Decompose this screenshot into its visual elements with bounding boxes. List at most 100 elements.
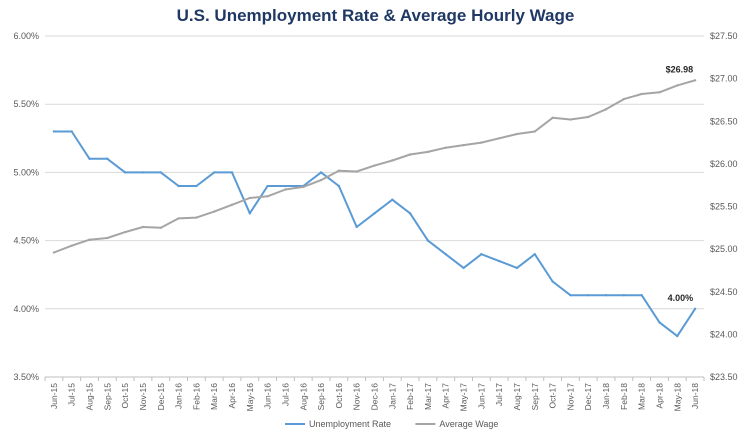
- data-point-average-wage: [426, 150, 430, 154]
- data-point-average-wage: [587, 115, 590, 119]
- data-point-average-wage: [123, 230, 127, 234]
- data-point-unemployment-rate: [266, 184, 269, 188]
- data-point-unemployment-rate: [159, 171, 162, 174]
- series-line-unemployment-rate: [53, 130, 696, 338]
- data-point-average-wage: [213, 210, 216, 213]
- data-point-average-wage: [373, 164, 376, 167]
- y-left-tick-label: 6.00%: [13, 31, 39, 41]
- data-point-average-wage: [284, 188, 287, 191]
- data-point-unemployment-rate: [141, 171, 145, 174]
- x-tick-label: Jun-17: [476, 383, 486, 409]
- x-tick-label: Jan-18: [601, 383, 611, 409]
- x-tick-label: Apr-17: [441, 383, 451, 409]
- y-right-tick-label: $27.50: [710, 31, 738, 41]
- data-point-unemployment-rate: [106, 157, 109, 160]
- x-tick-label: Jul-15: [67, 383, 77, 406]
- data-point-unemployment-rate: [408, 212, 412, 215]
- data-point-average-wage: [355, 170, 358, 173]
- x-tick-label: Jan-16: [174, 383, 184, 409]
- data-point-unemployment-rate: [426, 239, 430, 242]
- data-point-unemployment-rate: [248, 212, 252, 215]
- data-point-unemployment-rate: [497, 259, 501, 263]
- data-point-unemployment-rate: [88, 157, 91, 160]
- data-point-unemployment-rate: [533, 253, 536, 256]
- data-point-unemployment-rate: [658, 321, 661, 324]
- x-tick-label: Dec-17: [583, 383, 593, 411]
- data-point-unemployment-rate: [693, 307, 697, 310]
- chart-title: U.S. Unemployment Rate & Average Hourly …: [176, 6, 575, 25]
- x-tick-label: Mar-17: [423, 383, 433, 410]
- data-point-average-wage: [70, 244, 73, 247]
- data-point-average-wage: [106, 236, 109, 240]
- data-point-unemployment-rate: [123, 171, 127, 174]
- x-tick-label: Oct-16: [334, 383, 344, 409]
- data-point-unemployment-rate: [676, 334, 679, 338]
- x-tick-label: Apr-16: [227, 383, 237, 409]
- x-tick-label: Jun-15: [49, 383, 59, 409]
- x-tick-label: Jun-16: [263, 383, 273, 409]
- data-point-average-wage: [693, 79, 697, 82]
- data-point-average-wage: [391, 159, 394, 162]
- data-point-unemployment-rate: [587, 293, 590, 297]
- y-left-tick-label: 3.50%: [13, 372, 39, 382]
- y-right-tick-label: $26.50: [710, 116, 738, 126]
- x-tick-label: Oct-17: [548, 383, 558, 409]
- data-point-unemployment-rate: [319, 171, 323, 174]
- x-tick-label: Mar-16: [209, 383, 219, 410]
- data-point-average-wage: [515, 132, 519, 136]
- x-tick-label: Feb-18: [619, 383, 629, 410]
- y-left-tick-label: 5.00%: [13, 167, 39, 177]
- x-tick-label: May-18: [672, 383, 682, 412]
- y-left-tick-label: 4.50%: [13, 236, 39, 246]
- y-left-tick-label: 4.00%: [13, 304, 39, 314]
- data-label-average-wage: $26.98: [666, 64, 694, 74]
- data-point-unemployment-rate: [622, 293, 626, 297]
- data-point-average-wage: [497, 137, 501, 140]
- data-label-unemployment-rate: 4.00%: [668, 293, 694, 303]
- data-point-unemployment-rate: [230, 171, 234, 174]
- x-tick-label: Jul-16: [280, 383, 290, 406]
- x-tick-label: Apr-18: [654, 383, 664, 409]
- x-tick-label: Dec-16: [370, 383, 380, 411]
- x-tick-label: Nov-15: [138, 383, 148, 411]
- data-point-average-wage: [266, 195, 269, 198]
- data-point-average-wage: [640, 92, 643, 96]
- data-point-unemployment-rate: [70, 130, 73, 133]
- data-point-unemployment-rate: [195, 184, 198, 188]
- data-point-unemployment-rate: [391, 198, 394, 201]
- y-right-tick-label: $26.00: [710, 159, 738, 169]
- x-tick-label: Nov-17: [565, 383, 575, 411]
- data-point-average-wage: [88, 238, 91, 241]
- x-tick-label: Aug-15: [85, 383, 95, 411]
- data-point-average-wage: [622, 97, 626, 101]
- data-point-average-wage: [319, 178, 323, 182]
- data-point-unemployment-rate: [551, 280, 554, 283]
- x-tick-label: May-16: [245, 383, 255, 412]
- data-point-average-wage: [248, 196, 252, 200]
- data-point-unemployment-rate: [640, 293, 643, 297]
- data-point-average-wage: [462, 143, 465, 147]
- x-tick-label: Nov-16: [352, 383, 362, 411]
- data-point-average-wage: [195, 216, 198, 219]
- data-point-unemployment-rate: [177, 184, 180, 188]
- data-point-unemployment-rate: [569, 293, 572, 297]
- data-point-average-wage: [480, 141, 483, 144]
- y-right-tick-label: $25.50: [710, 202, 738, 212]
- data-point-unemployment-rate: [462, 266, 465, 270]
- data-point-average-wage: [337, 169, 341, 172]
- data-point-average-wage: [230, 203, 234, 206]
- data-point-average-wage: [551, 116, 554, 120]
- data-point-average-wage: [159, 226, 162, 230]
- data-point-unemployment-rate: [52, 130, 56, 133]
- y-right-tick-label: $24.50: [710, 287, 738, 297]
- x-tick-label: Feb-16: [191, 383, 201, 410]
- x-tick-label: Sep-15: [102, 383, 112, 411]
- x-tick-label: Mar-18: [637, 383, 647, 410]
- x-tick-label: Feb-17: [405, 383, 415, 410]
- legend-label-unemployment-rate: Unemployment Rate: [309, 419, 391, 429]
- data-point-average-wage: [676, 84, 679, 87]
- y-right-tick-label: $24.00: [710, 329, 738, 339]
- data-point-unemployment-rate: [480, 253, 483, 256]
